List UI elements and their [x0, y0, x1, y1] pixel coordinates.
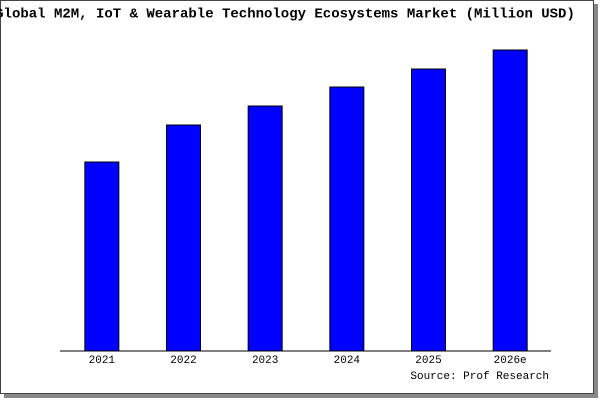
bar	[84, 161, 120, 352]
bar	[411, 68, 446, 352]
x-tick-label: 2021	[89, 355, 116, 367]
x-tick-label: 2025	[415, 355, 441, 367]
x-tick-label: 2024	[334, 355, 361, 367]
bar	[492, 49, 528, 352]
x-tick-label: 2023	[252, 355, 278, 367]
bar	[166, 124, 201, 352]
x-tick-label: 2022	[170, 355, 196, 367]
bar	[329, 86, 365, 352]
chart-title: Global M2M, IoT & Wearable Technology Ec…	[0, 7, 575, 23]
bar	[247, 105, 283, 352]
source-note: Source: Prof Research	[410, 371, 549, 383]
x-tick-label: 2026e	[494, 355, 527, 367]
